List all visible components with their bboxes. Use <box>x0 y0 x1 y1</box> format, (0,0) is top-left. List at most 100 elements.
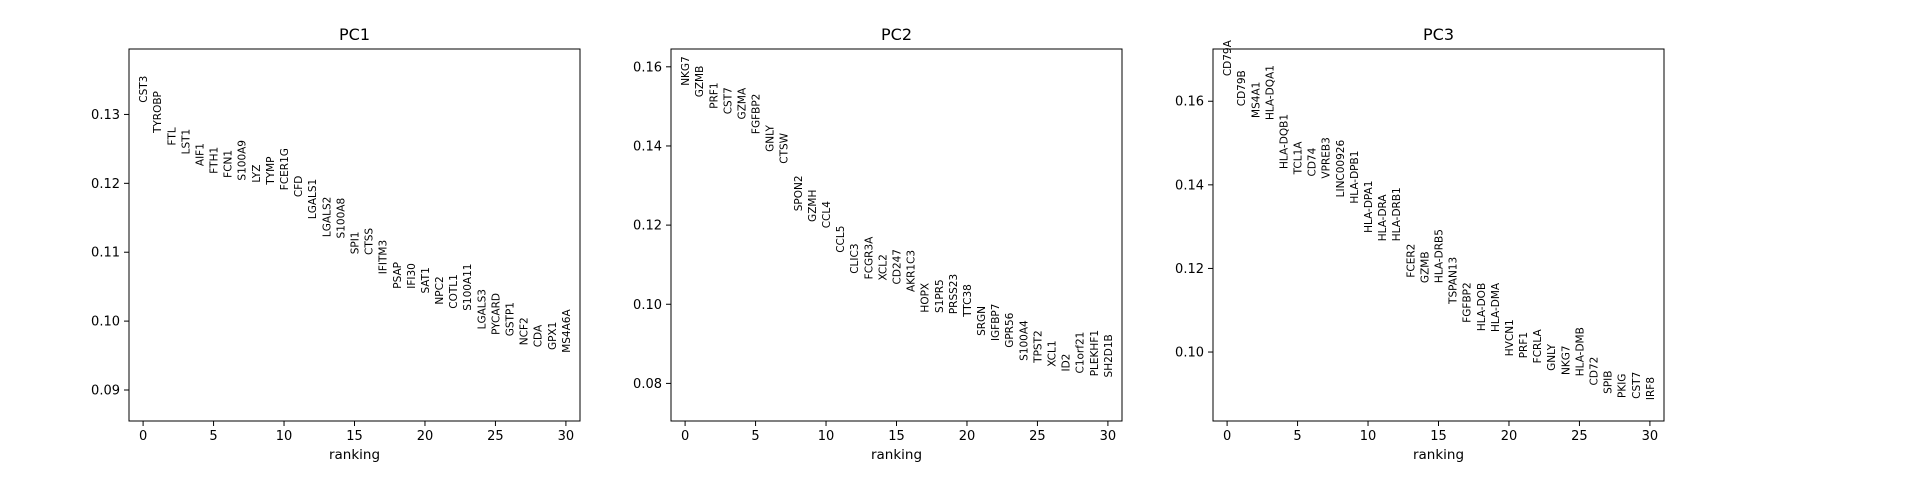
gene-label: PRF1 <box>708 82 720 108</box>
gene-label: LST1 <box>180 129 192 155</box>
panel-title: PC1 <box>339 25 370 44</box>
y-tick-label: 0.14 <box>633 139 662 154</box>
gene-label: TCL1A <box>1293 141 1305 176</box>
x-tick-label: 10 <box>276 429 293 444</box>
gene-label: GZMH <box>807 190 819 222</box>
gene-label: CCL5 <box>835 226 847 253</box>
y-tick-label: 0.12 <box>1175 262 1204 277</box>
x-tick-label: 0 <box>1223 429 1231 444</box>
x-axis-label: ranking <box>329 447 380 463</box>
gene-label: NKG7 <box>680 56 692 86</box>
gene-label: GZMB <box>694 66 706 98</box>
y-tick-label: 0.09 <box>91 384 120 399</box>
gene-label: IGFBP7 <box>990 304 1002 342</box>
x-axis-label: ranking <box>1413 447 1464 463</box>
gene-label: GSTP1 <box>505 302 517 336</box>
y-tick-label: 0.08 <box>633 377 662 392</box>
x-tick-label: 5 <box>209 429 217 444</box>
gene-label: PRSS23 <box>948 274 960 314</box>
gene-label: GZMA <box>736 87 748 119</box>
x-tick-label: 20 <box>417 429 434 444</box>
gene-label: FCRLA <box>1532 329 1544 364</box>
gene-label: NKG7 <box>1560 345 1572 375</box>
gene-label: S100A9 <box>237 140 249 181</box>
gene-label: NCF2 <box>519 317 531 345</box>
gene-label: TYMP <box>265 156 277 185</box>
x-tick-label: 30 <box>1642 429 1659 444</box>
gene-label: C1orf21 <box>1075 332 1087 374</box>
gene-label: HVCN1 <box>1504 319 1516 356</box>
gene-label: CD79B <box>1236 70 1248 106</box>
gene-label: AIF1 <box>194 143 206 166</box>
x-tick-label: 25 <box>1571 429 1588 444</box>
gene-label: HLA-DMA <box>1490 282 1502 332</box>
y-tick-label: 0.12 <box>633 219 662 234</box>
gene-label: S100A8 <box>335 198 347 239</box>
gene-label: MS4A1 <box>1250 82 1262 118</box>
gene-label: HLA-DQB1 <box>1278 114 1290 169</box>
x-tick-label: 5 <box>751 429 759 444</box>
gene-label: FTH1 <box>209 147 221 174</box>
gene-label: HLA-DPA1 <box>1363 181 1375 233</box>
gene-label: CDA <box>533 324 545 347</box>
y-tick-label: 0.10 <box>91 315 120 330</box>
gene-label: CCL4 <box>821 201 833 229</box>
y-tick-label: 0.10 <box>1175 346 1204 361</box>
gene-label: GZMB <box>1419 251 1431 283</box>
x-tick-label: 20 <box>959 429 976 444</box>
gene-label: XCL2 <box>877 254 889 280</box>
gene-label: LGALS1 <box>307 179 319 219</box>
gene-label: FCER2 <box>1405 244 1417 278</box>
gene-label: CTSS <box>364 228 376 255</box>
x-tick-label: 0 <box>681 429 689 444</box>
gene-label: SPIB <box>1603 371 1615 394</box>
gene-label: CST7 <box>1631 372 1643 399</box>
gene-label: PKIG <box>1617 374 1629 398</box>
gene-label: LGALS3 <box>476 289 488 329</box>
gene-label: CD72 <box>1589 357 1601 386</box>
x-tick-label: 30 <box>558 429 575 444</box>
x-tick-label: 10 <box>818 429 835 444</box>
gene-label: GPX1 <box>547 322 559 350</box>
gene-label: TTC38 <box>962 284 974 318</box>
gene-label: HLA-DRB1 <box>1391 187 1403 241</box>
gene-label: FGFBP2 <box>1462 282 1474 322</box>
gene-label: HLA-DPB1 <box>1349 151 1361 204</box>
panel-title: PC2 <box>881 25 912 44</box>
gene-label: CD74 <box>1307 147 1319 176</box>
gene-label: SPI1 <box>350 232 362 255</box>
gene-label: HOPX <box>920 283 932 313</box>
gene-label: TPST2 <box>1032 330 1044 364</box>
gene-label: SRGN <box>976 306 988 336</box>
gene-label: FCER1G <box>279 148 291 190</box>
panel-pc1: PC1 0 5 10 15 20 25 30 ranking 0.09 0.10 0.11 0.12 0.… <box>91 25 581 463</box>
gene-label: IFI30 <box>406 263 418 289</box>
gene-label: CST3 <box>138 76 150 103</box>
x-tick-label: 5 <box>1293 429 1301 444</box>
gene-label: NPC2 <box>434 276 446 304</box>
gene-label: HLA-DMB <box>1574 327 1586 376</box>
y-tick-label: 0.16 <box>633 60 662 75</box>
y-tick-label: 0.16 <box>1175 95 1204 110</box>
x-tick-label: 0 <box>139 429 147 444</box>
gene-label: HLA-DOB <box>1476 283 1488 331</box>
gene-label: XCL1 <box>1047 340 1059 366</box>
gene-label: FCN1 <box>223 150 235 178</box>
gene-label: COTL1 <box>448 274 460 309</box>
gene-label: AKR1C3 <box>906 250 918 292</box>
gene-label: LYZ <box>251 165 263 183</box>
gene-label: VPREB3 <box>1321 137 1333 178</box>
x-tick-label: 10 <box>1360 429 1377 444</box>
gene-label: TYROBP <box>152 91 164 134</box>
gene-label: CFD <box>293 176 305 197</box>
gene-label: LGALS2 <box>321 197 333 237</box>
x-tick-label: 15 <box>888 429 905 444</box>
gene-label: S100A4 <box>1018 320 1030 361</box>
y-tick-label: 0.11 <box>91 246 120 261</box>
gene-label: TSPAN13 <box>1448 257 1460 305</box>
gene-label: HLA-DRB5 <box>1434 229 1446 283</box>
gene-label: GPR56 <box>1004 312 1016 347</box>
x-tick-label: 15 <box>346 429 363 444</box>
gene-label: IFITM3 <box>378 240 390 274</box>
